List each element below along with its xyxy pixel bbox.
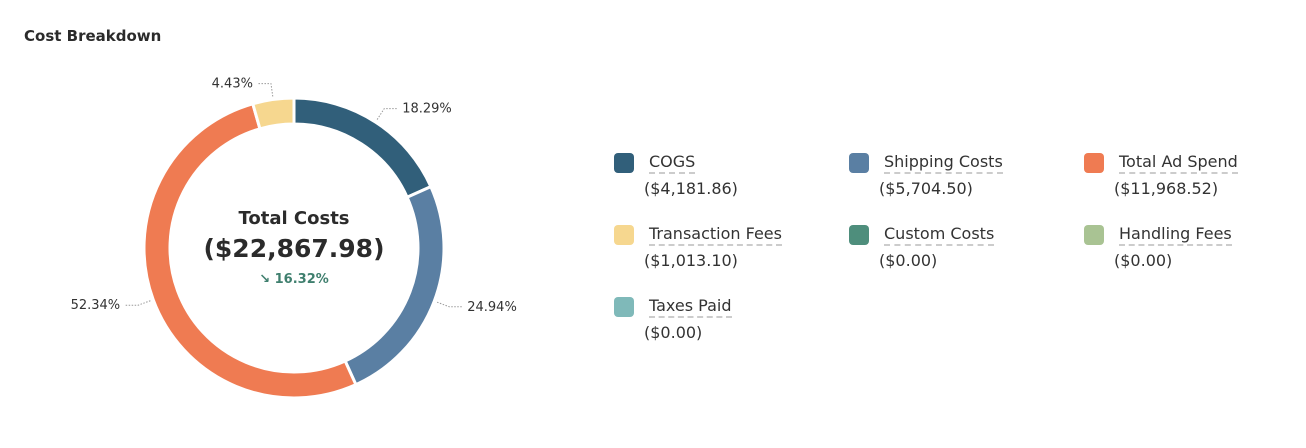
- legend-value: ($4,181.86): [644, 179, 738, 198]
- donut-slice-total-ad-spend[interactable]: [142, 101, 358, 400]
- leader-line: [376, 108, 399, 120]
- percent-label: 18.29%: [402, 102, 452, 117]
- legend-name: Total Ad Spend: [1119, 152, 1238, 174]
- legend-name: Handling Fees: [1119, 224, 1232, 246]
- leader-line: [436, 301, 464, 308]
- arrow-down-right-icon: ↘: [259, 272, 271, 287]
- center-change: ↘ 16.32%: [194, 272, 394, 287]
- percent-label: 4.43%: [212, 77, 253, 92]
- legend-swatch: [614, 297, 634, 317]
- legend-swatch: [614, 153, 634, 173]
- center-total-value: ($22,867.98): [203, 234, 385, 263]
- legend-name: Transaction Fees: [649, 224, 782, 246]
- legend-value: ($1,013.10): [644, 251, 738, 270]
- legend-name: COGS: [649, 152, 696, 174]
- legend-swatch: [614, 225, 634, 245]
- legend-name: Taxes Paid: [649, 296, 732, 318]
- change-value: 16.32%: [274, 272, 329, 287]
- center-label: Total Costs: [238, 208, 350, 229]
- legend-name: Custom Costs: [884, 224, 995, 246]
- legend-value: ($5,704.50): [879, 179, 973, 198]
- legend-swatch: [1084, 225, 1104, 245]
- percent-label: 24.94%: [467, 300, 517, 315]
- legend-name: Shipping Costs: [884, 152, 1003, 174]
- chart-title: Cost Breakdown: [24, 27, 162, 45]
- legend-swatch: [849, 153, 869, 173]
- leader-line: [256, 83, 274, 97]
- legend-value: ($0.00): [1114, 251, 1173, 270]
- legend-value: ($0.00): [879, 251, 938, 270]
- leader-line: [124, 300, 151, 306]
- donut-chart: 18.29% 24.94% 52.34% 4.43%: [71, 77, 517, 400]
- legend-value: ($11,968.52): [1114, 179, 1219, 198]
- donut-slice-transaction-fees[interactable]: [250, 96, 296, 131]
- legend-value: ($0.00): [644, 323, 703, 342]
- percent-label: 52.34%: [71, 298, 121, 313]
- legend-swatch: [849, 225, 869, 245]
- legend-swatch: [1084, 153, 1104, 173]
